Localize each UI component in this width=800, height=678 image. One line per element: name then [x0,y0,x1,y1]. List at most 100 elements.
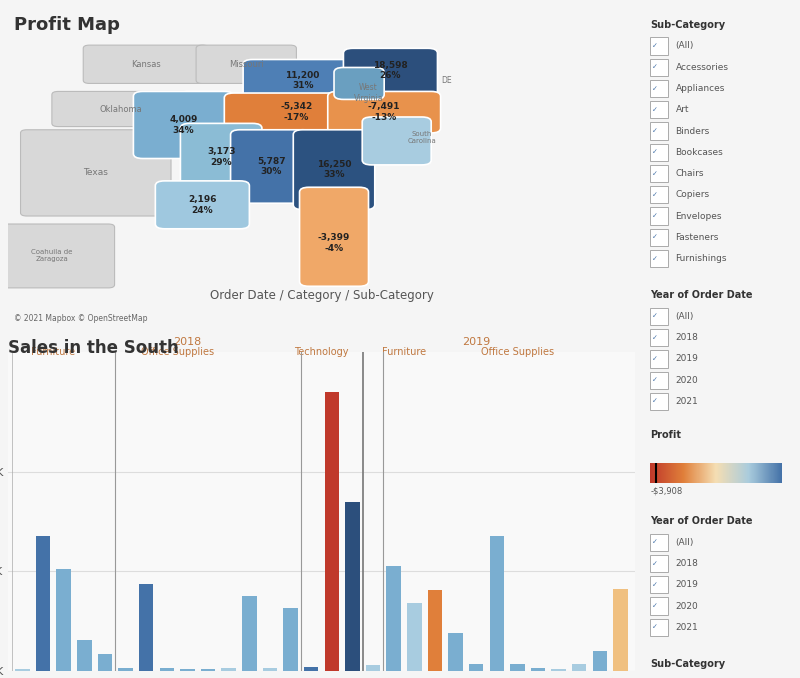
Text: 2020: 2020 [675,376,698,384]
Text: 11,200
31%: 11,200 31% [286,71,320,90]
FancyBboxPatch shape [650,165,668,182]
Text: ✓: ✓ [652,582,658,588]
Text: DE: DE [442,76,452,85]
Text: Sales in the South: Sales in the South [8,339,178,357]
Text: Technology: Technology [294,346,349,357]
FancyBboxPatch shape [243,60,362,101]
Text: 2021: 2021 [675,623,698,632]
Text: Appliances: Appliances [675,84,725,93]
FancyBboxPatch shape [52,92,190,127]
FancyBboxPatch shape [294,129,374,210]
Bar [469,664,483,671]
Text: Furnishings: Furnishings [675,254,727,263]
Text: ✓: ✓ [652,171,658,176]
Text: © 2021 Mapbox © OpenStreetMap: © 2021 Mapbox © OpenStreetMap [14,314,148,323]
FancyBboxPatch shape [650,619,668,636]
FancyBboxPatch shape [343,48,438,100]
FancyBboxPatch shape [650,597,668,615]
FancyBboxPatch shape [650,677,668,678]
FancyBboxPatch shape [650,250,668,267]
Text: ✓: ✓ [652,377,658,383]
Text: Profit Map: Profit Map [14,16,120,35]
Bar [222,669,236,671]
Text: Year of Order Date: Year of Order Date [650,290,753,300]
FancyBboxPatch shape [650,308,668,325]
Bar [386,566,401,671]
Text: West
Virginia: West Virginia [354,83,383,103]
Text: Office Supplies: Office Supplies [141,346,214,357]
FancyBboxPatch shape [650,58,668,76]
FancyBboxPatch shape [650,37,668,55]
Bar [428,591,442,671]
Text: 2019: 2019 [462,337,490,346]
Bar [201,669,215,671]
Text: ✓: ✓ [652,64,658,71]
FancyBboxPatch shape [224,93,369,132]
Text: 2018: 2018 [675,559,698,568]
FancyBboxPatch shape [83,45,209,83]
Text: 2019: 2019 [675,355,698,363]
Text: 16,250
33%: 16,250 33% [317,160,351,180]
FancyBboxPatch shape [650,207,668,224]
FancyBboxPatch shape [650,228,668,246]
Bar [159,669,174,671]
Text: 5,787
30%: 5,787 30% [257,157,286,176]
Bar [15,669,30,671]
FancyBboxPatch shape [334,68,384,100]
Text: ✓: ✓ [652,106,658,113]
FancyBboxPatch shape [196,45,297,83]
FancyBboxPatch shape [155,181,250,228]
Text: ✓: ✓ [652,256,658,262]
FancyBboxPatch shape [650,144,668,161]
FancyBboxPatch shape [650,101,668,119]
Text: Copiers: Copiers [675,191,710,199]
Text: Chairs: Chairs [675,169,704,178]
Text: Profit: Profit [650,430,681,440]
Text: -5,342
-17%: -5,342 -17% [280,102,313,122]
Text: ✓: ✓ [652,313,658,319]
Bar [490,536,504,671]
Bar [572,664,586,671]
Text: ✓: ✓ [652,539,658,545]
Text: South
Carolina: South Carolina [407,132,436,144]
FancyBboxPatch shape [134,92,234,159]
FancyBboxPatch shape [650,393,668,410]
Bar [510,664,525,671]
Text: ✓: ✓ [652,213,658,219]
Title: Order Date / Category / Sub-Category: Order Date / Category / Sub-Category [210,289,434,302]
Text: 2018: 2018 [675,333,698,342]
Text: Furniture: Furniture [31,346,75,357]
Text: ✓: ✓ [652,235,658,240]
Text: Fasteners: Fasteners [675,233,719,242]
Bar [283,608,298,671]
Bar [345,502,360,671]
Text: (All): (All) [675,41,694,50]
Bar [593,652,607,671]
Text: ✓: ✓ [652,85,658,92]
Text: ✓: ✓ [652,399,658,405]
Text: Kansas: Kansas [131,60,161,68]
Text: ✓: ✓ [652,356,658,362]
Text: Texas: Texas [83,168,108,178]
Bar [366,665,380,671]
Text: Sub-Category: Sub-Category [650,659,726,669]
Text: ✓: ✓ [652,43,658,49]
Text: 4,009
34%: 4,009 34% [170,115,198,135]
Bar [118,669,133,671]
Text: ✓: ✓ [652,149,658,155]
Text: Art: Art [675,105,689,115]
Text: 2021: 2021 [675,397,698,406]
Bar [304,667,318,671]
FancyBboxPatch shape [650,534,668,551]
FancyBboxPatch shape [328,92,441,133]
FancyBboxPatch shape [650,555,668,572]
Bar [242,597,257,671]
FancyBboxPatch shape [230,129,312,203]
Text: Accessories: Accessories [675,63,729,72]
Bar [531,669,546,671]
FancyBboxPatch shape [650,123,668,140]
Text: 3,173
29%: 3,173 29% [207,147,235,167]
Bar [614,589,628,671]
Text: (All): (All) [675,538,694,547]
Bar [139,584,154,671]
